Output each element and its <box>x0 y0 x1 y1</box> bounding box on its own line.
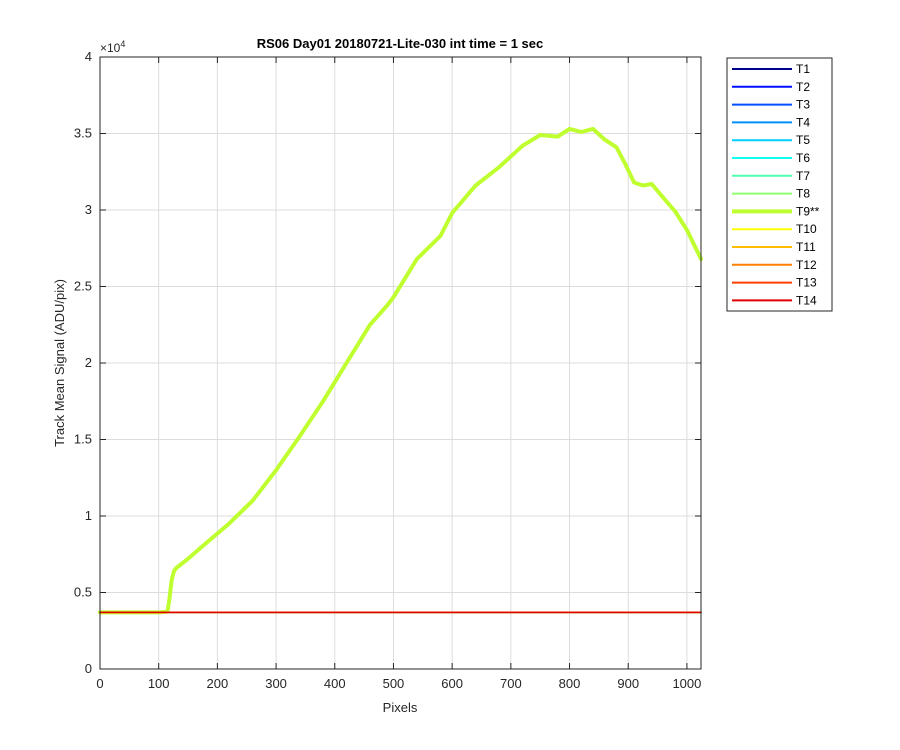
y-tick-label: 3.5 <box>74 126 92 141</box>
legend-entry-label: T7 <box>796 169 810 183</box>
legend-entry-label: T6 <box>796 151 810 165</box>
x-axis-label: Pixels <box>383 700 418 715</box>
grid-lines <box>99 56 701 670</box>
legend-entry-label: T5 <box>796 133 810 147</box>
x-tick-label: 300 <box>265 676 287 691</box>
y-tick-label: 2 <box>85 355 92 370</box>
series-line-T9 <box>98 126 703 615</box>
legend-entry-label: T10 <box>796 222 817 236</box>
y-tick-label: 1 <box>85 508 92 523</box>
x-tick-label: 200 <box>207 676 229 691</box>
x-tick-label: 400 <box>324 676 346 691</box>
y-tick-label: 2.5 <box>74 279 92 294</box>
y-tick-label: 1.5 <box>74 432 92 447</box>
legend-entry-label: T4 <box>796 115 810 129</box>
x-tick-label: 0 <box>96 676 103 691</box>
y-axis-label: Track Mean Signal (ADU/pix) <box>52 279 67 447</box>
legend[interactable]: T1 T2 T3 T4 T5 T6 T7 T8 T9** T10 T11 T12 T13 T14 <box>726 57 833 312</box>
plot-lines <box>98 126 703 615</box>
x-tick-label: 900 <box>617 676 639 691</box>
legend-entry-label: T11 <box>796 240 816 254</box>
y-tick-label: 0.5 <box>74 585 92 600</box>
legend-entry-label: T12 <box>796 258 817 272</box>
legend-entry-label: T1 <box>796 62 810 76</box>
legend-entry-label: T14 <box>796 293 817 307</box>
x-axis-ticks: 0 100 200 300 400 500 600 700 800 900 1000 <box>96 57 701 691</box>
x-tick-label: 1000 <box>672 676 701 691</box>
chart-title: RS06 Day01 20180721-Lite-030 int time = … <box>257 36 544 51</box>
legend-entry-label: T13 <box>796 276 817 290</box>
legend-entry-label: T9** <box>796 204 820 218</box>
x-tick-label: 700 <box>500 676 522 691</box>
x-tick-label: 800 <box>559 676 581 691</box>
y-tick-label: 4 <box>85 49 92 64</box>
y-tick-label: 3 <box>85 202 92 217</box>
x-tick-label: 500 <box>383 676 405 691</box>
y-axis-ticks: 0 0.5 1 1.5 2 2.5 3 3.5 4 <box>74 49 701 676</box>
y-exponent-label: ×104 <box>100 39 125 55</box>
x-tick-label: 600 <box>441 676 463 691</box>
legend-box <box>726 57 833 312</box>
x-tick-label: 100 <box>148 676 170 691</box>
legend-entry-label: T2 <box>796 80 810 94</box>
legend-entry-label: T8 <box>796 187 810 201</box>
y-tick-label: 0 <box>85 661 92 676</box>
legend-entry-label: T3 <box>796 98 810 112</box>
